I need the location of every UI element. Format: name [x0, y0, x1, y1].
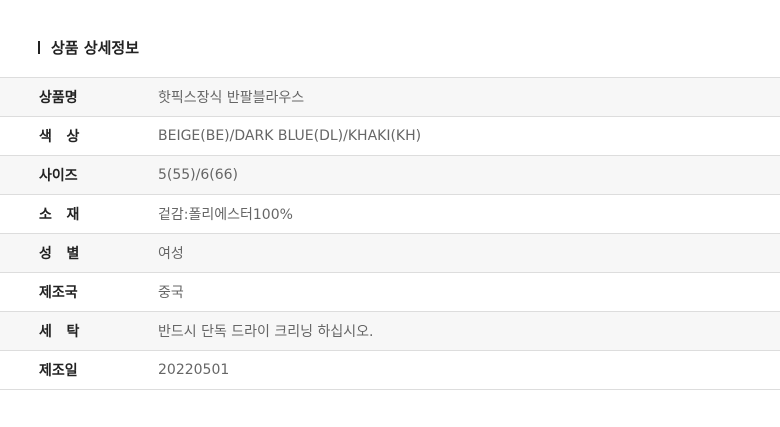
row-value: 20220501: [158, 362, 230, 378]
row-value: 핫픽스장식 반팔블라우스: [158, 90, 305, 106]
table-row: 소 재 겉감:폴리에스터100%: [0, 194, 780, 234]
row-label: 소 재: [39, 207, 80, 223]
row-label: 제조일: [39, 363, 78, 379]
row-label: 색 상: [39, 129, 80, 145]
row-value: BEIGE(BE)/DARK BLUE(DL)/KHAKI(KH): [158, 128, 422, 144]
row-label: 제조국: [39, 285, 78, 301]
table-row: 사이즈 5(55)/6(66): [0, 155, 780, 195]
row-value: 겉감:폴리에스터100%: [158, 207, 293, 223]
table-row: 상품명 핫픽스장식 반팔블라우스: [0, 77, 780, 117]
row-value: 5(55)/6(66): [158, 167, 239, 183]
table-row: 성 별 여성: [0, 233, 780, 273]
table-row: 세 탁 반드시 단독 드라이 크리닝 하십시오.: [0, 311, 780, 351]
product-detail-table: 상품명 핫픽스장식 반팔블라우스 색 상 BEIGE(BE)/DARK BLUE(D…: [0, 77, 780, 390]
row-value: 반드시 단독 드라이 크리닝 하십시오.: [158, 324, 374, 340]
table-row: 제조국 중국: [0, 272, 780, 312]
row-label: 성 별: [39, 246, 80, 262]
title-bar-marker: [38, 40, 40, 54]
row-value: 여성: [158, 246, 184, 262]
row-label: 세 탁: [39, 324, 80, 340]
row-label: 사이즈: [39, 168, 78, 184]
section-title: 상품 상세정보: [38, 37, 139, 57]
section-title-text: 상품 상세정보: [51, 38, 140, 57]
table-row: 색 상 BEIGE(BE)/DARK BLUE(DL)/KHAKI(KH): [0, 116, 780, 156]
row-value: 중국: [158, 285, 184, 301]
row-label: 상품명: [39, 90, 78, 106]
table-row: 제조일 20220501: [0, 350, 780, 390]
